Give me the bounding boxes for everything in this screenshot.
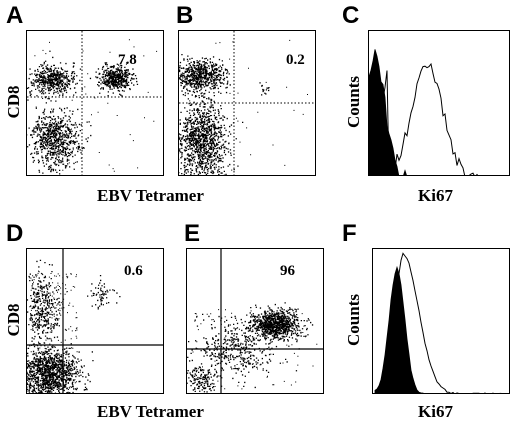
cluster-b-cd8pos-tetneg-dots	[179, 54, 231, 103]
cluster-e-mid-dots	[187, 306, 300, 389]
cluster-d-tetpos-dots	[87, 275, 121, 310]
cluster-a-cd8pos-tetneg	[27, 50, 100, 104]
x-axis-label-tetramer-bottom: EBV Tetramer	[97, 402, 204, 421]
dot-plot-e	[186, 248, 324, 394]
histogram-c-control	[369, 49, 407, 175]
y-axis-label-counts-bottom: Counts	[344, 294, 363, 346]
cluster-d-cd8pos-tetneg-dots	[27, 259, 67, 360]
cluster-e-tetpos	[224, 302, 314, 348]
histogram-f-ki67	[374, 252, 502, 393]
percent-d: 0.6	[124, 263, 143, 279]
cluster-d-cd8neg-dots	[27, 336, 94, 393]
y-axis-label-cd8-bottom: CD8	[4, 303, 23, 337]
histogram-c	[368, 30, 510, 176]
cluster-a-cd8pos-tetpos	[95, 61, 139, 97]
cluster-a-cd8pos-tetneg-dots	[27, 50, 100, 104]
panel-label-a: A	[6, 2, 24, 29]
panel-label-b: B	[176, 2, 194, 29]
panel-label-f: F	[342, 220, 357, 247]
y-axis-label-cd8-top: CD8	[4, 85, 23, 119]
dot-plot-b	[178, 30, 316, 176]
x-axis-label-ki67-top: Ki67	[418, 186, 453, 205]
histogram-c-ki67	[369, 62, 479, 175]
cluster-b-tetpos-dots	[259, 82, 270, 96]
x-axis-label-tetramer-top: EBV Tetramer	[97, 186, 204, 205]
cluster-e-cd8neg	[187, 356, 223, 393]
percent-b: 0.2	[286, 52, 305, 68]
cluster-b-cd8pos-tetneg	[179, 54, 231, 103]
dot-plot-e-svg	[187, 249, 323, 393]
noise-a	[34, 39, 158, 172]
dot-plot-d	[26, 248, 164, 394]
y-axis-label-counts-top: Counts	[344, 76, 363, 128]
histogram-f-svg	[374, 252, 502, 393]
cluster-a-cd8neg	[27, 94, 92, 175]
cluster-b-cd8neg-dots	[179, 64, 244, 175]
dot-plot-a	[26, 30, 164, 176]
cluster-e-mid	[187, 306, 300, 389]
cluster-b-cd8neg	[179, 64, 244, 175]
histogram-f	[372, 248, 510, 394]
panel-label-c: C	[342, 2, 360, 29]
panel-label-e: E	[184, 220, 201, 247]
dot-plot-b-svg	[179, 31, 315, 175]
cluster-b-tetpos	[259, 82, 270, 96]
cluster-d-cd8pos-tetneg	[27, 259, 67, 360]
cluster-a-cd8pos-tetpos-dots	[95, 61, 139, 97]
cluster-e-tetpos-dots	[224, 302, 314, 348]
histogram-f-control	[374, 265, 424, 393]
percent-e: 96	[280, 263, 295, 279]
dot-plot-a-svg	[27, 31, 163, 175]
histogram-c-svg	[369, 49, 479, 175]
dot-plot-d-svg	[27, 249, 163, 393]
cluster-a-cd8neg-dots	[27, 94, 92, 175]
cluster-d-tetpos	[87, 275, 121, 310]
cluster-d-cd8neg	[27, 336, 94, 393]
cluster-e-cd8neg-dots	[187, 356, 223, 393]
panel-label-d: D	[6, 220, 24, 247]
x-axis-label-ki67-bottom: Ki67	[418, 402, 453, 421]
percent-a: 7.8	[118, 52, 137, 68]
